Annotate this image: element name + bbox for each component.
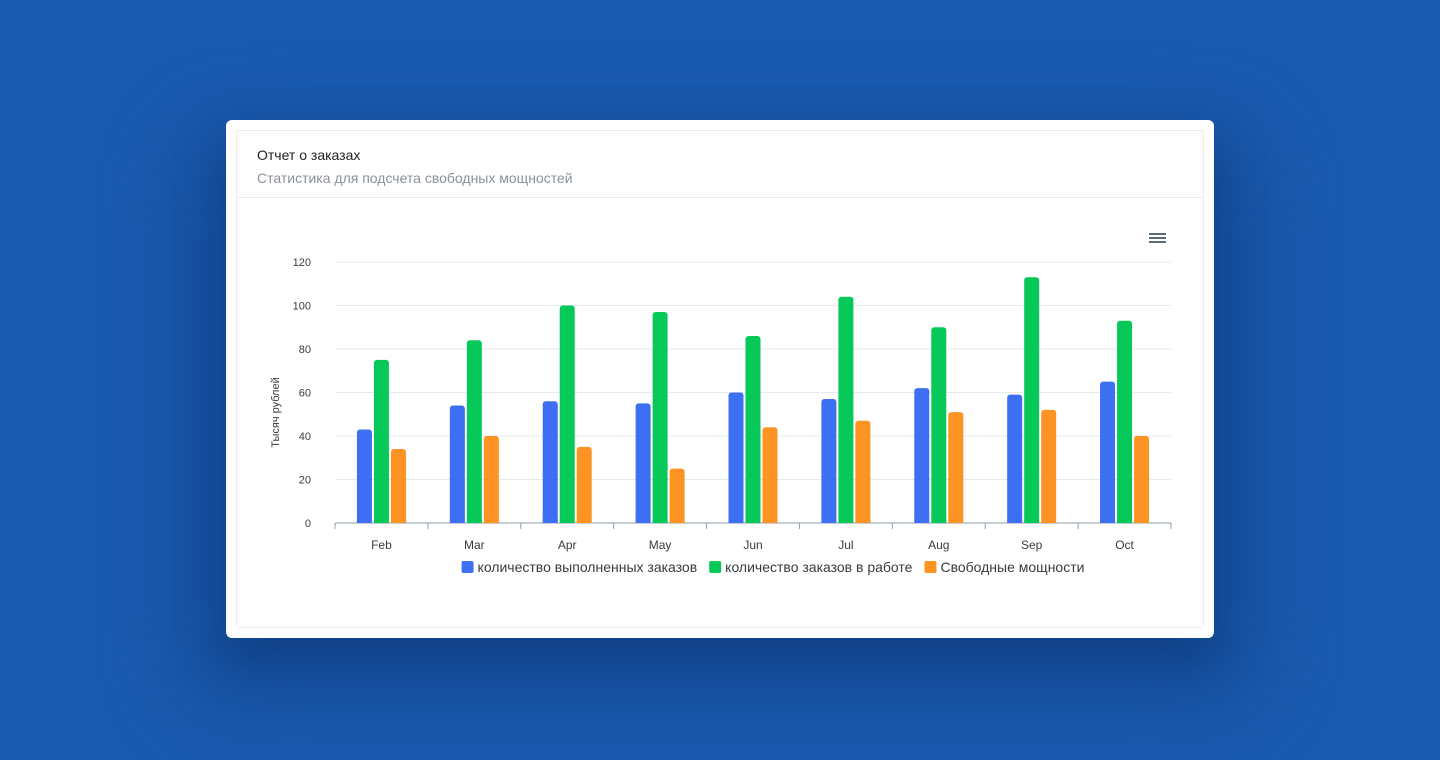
bar-1 xyxy=(1100,381,1116,523)
y-tick-label: 20 xyxy=(299,475,311,487)
bar-3 xyxy=(576,446,592,523)
y-tick-label: 100 xyxy=(293,301,311,313)
bar-1-base xyxy=(356,519,372,523)
legend-label-1: количество выполненных заказов xyxy=(478,559,698,575)
bar-2-base xyxy=(745,519,761,523)
bar-1 xyxy=(821,399,837,523)
bar-2-base xyxy=(838,519,854,523)
bar-1 xyxy=(356,429,372,523)
chart-card: Отчет о заказах Статистика для подсчета … xyxy=(236,130,1204,628)
bar-3-base xyxy=(762,519,778,523)
bar-2 xyxy=(466,340,482,523)
x-tick-label: Feb xyxy=(371,538,392,552)
y-tick-label: 60 xyxy=(299,388,311,400)
legend-marker-1 xyxy=(461,561,474,573)
bar-3-base xyxy=(948,519,964,523)
bar-2 xyxy=(838,296,854,523)
bar-3 xyxy=(1041,409,1057,523)
y-tick-label: 40 xyxy=(299,431,311,443)
bar-2-base xyxy=(652,519,668,523)
bar-3-base xyxy=(855,519,871,523)
bar-1-base xyxy=(1007,519,1023,523)
bar-3 xyxy=(855,420,871,523)
bar-2-base xyxy=(373,519,389,523)
bar-1-base xyxy=(1100,519,1116,523)
bar-2 xyxy=(373,359,389,523)
bar-3 xyxy=(762,427,778,523)
bar-1 xyxy=(449,405,465,523)
legend-marker-2 xyxy=(709,561,722,573)
bar-2-base xyxy=(931,519,947,523)
chart-frame: Отчет о заказах Статистика для подсчета … xyxy=(226,120,1214,638)
y-tick-label: 0 xyxy=(305,518,311,530)
x-tick-label: Apr xyxy=(558,538,577,552)
bar-1-base xyxy=(449,519,465,523)
bar-2-base xyxy=(1117,519,1133,523)
bar-2 xyxy=(1117,320,1133,523)
bar-2 xyxy=(931,327,947,523)
x-tick-label: Mar xyxy=(464,538,485,552)
y-axis-title: Тысяч рублей xyxy=(270,377,282,448)
bar-2-base xyxy=(559,519,575,523)
x-tick-label: Sep xyxy=(1021,538,1043,552)
legend-label-2: количество заказов в работе xyxy=(725,559,912,575)
bar-3-base xyxy=(390,519,406,523)
bar-1 xyxy=(914,388,930,523)
legend-marker-3 xyxy=(924,561,937,573)
bar-1-base xyxy=(542,519,558,523)
bar-3 xyxy=(948,412,964,523)
bar-chart: 0 20 40 60 80 100 120 Тысяч рублей Feb Mar Apr May J… xyxy=(270,257,1172,575)
card-header: Отчет о заказах Статистика для подсчета … xyxy=(237,131,1203,198)
hamburger-menu-icon[interactable] xyxy=(1148,231,1168,247)
y-tick-label: 80 xyxy=(299,344,311,356)
bar-3 xyxy=(390,449,406,523)
y-tick-label: 120 xyxy=(293,257,311,269)
bar-3-base xyxy=(669,519,685,523)
legend-label-3: Свободные мощности xyxy=(940,559,1084,575)
bar-3-base xyxy=(1041,519,1057,523)
bar-1 xyxy=(1007,394,1023,523)
card-subtitle: Статистика для подсчета свободных мощнос… xyxy=(257,170,573,186)
bar-1 xyxy=(635,403,651,523)
bar-3 xyxy=(483,436,499,523)
bar-2-base xyxy=(466,519,482,523)
x-tick-label: Jul xyxy=(838,538,853,552)
bar-1-base xyxy=(635,519,651,523)
bar-2 xyxy=(1024,277,1040,523)
bar-1-base xyxy=(728,519,744,523)
bar-3 xyxy=(1134,436,1150,523)
bar-1-base xyxy=(914,519,930,523)
bar-2 xyxy=(652,312,668,523)
bar-1 xyxy=(728,392,744,523)
bar-1-base xyxy=(821,519,837,523)
bar-3-base xyxy=(576,519,592,523)
bar-2-base xyxy=(1024,519,1040,523)
bar-3 xyxy=(669,468,685,523)
x-tick-label: Aug xyxy=(928,538,949,552)
bar-3-base xyxy=(483,519,499,523)
bar-2 xyxy=(559,305,575,523)
card-title: Отчет о заказах xyxy=(257,147,361,163)
bar-1 xyxy=(542,401,558,523)
x-tick-label: Oct xyxy=(1115,538,1134,552)
x-tick-label: May xyxy=(649,538,672,552)
x-tick-label: Jun xyxy=(743,538,762,552)
bar-2 xyxy=(745,335,761,523)
bar-3-base xyxy=(1134,519,1150,523)
